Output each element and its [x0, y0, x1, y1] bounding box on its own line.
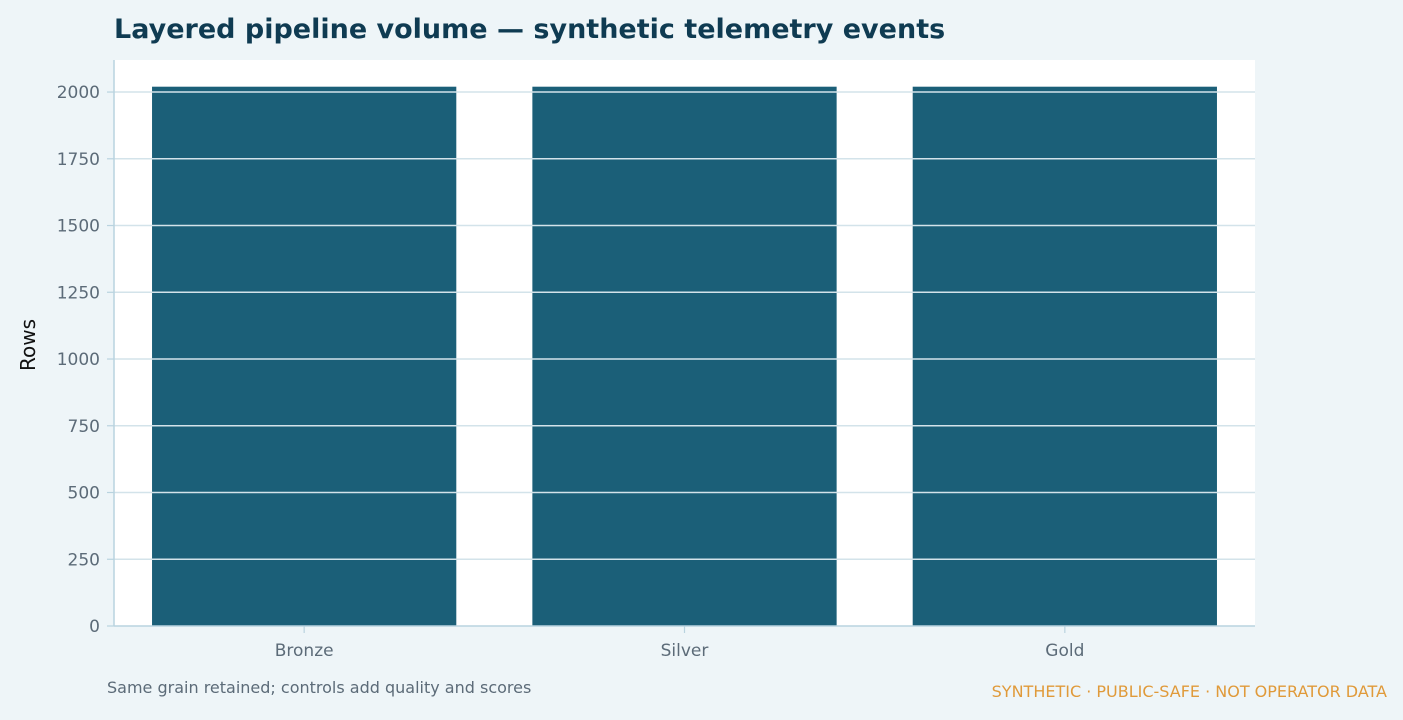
bar-silver [532, 86, 837, 626]
grid-layer [114, 91, 1255, 561]
x-ticks: Bronze Silver Gold [275, 626, 1084, 661]
bar-gold [912, 86, 1217, 626]
y-ticks: 0 250 500 750 1000 1250 1500 1750 2000 [57, 83, 114, 637]
y-tick-label: 250 [68, 550, 100, 570]
footnote: Same grain retained; controls add qualit… [107, 678, 531, 697]
y-axis-label: Rows [16, 319, 40, 371]
y-tick-label: 1250 [57, 283, 100, 303]
y-tick-label: 1500 [57, 217, 100, 237]
y-tick-label: 750 [68, 417, 100, 437]
y-tick-label: 2000 [57, 83, 100, 103]
y-tick-label: 1750 [57, 150, 100, 170]
chart-title: Layered pipeline volume — synthetic tele… [114, 14, 945, 45]
bar-bronze [152, 86, 457, 626]
x-tick-label: Bronze [275, 641, 334, 661]
x-tick-label: Gold [1045, 641, 1084, 661]
y-tick-label: 1000 [57, 350, 100, 370]
bars-layer [152, 86, 1217, 626]
y-tick-label: 0 [89, 617, 100, 637]
x-tick-label: Silver [661, 641, 709, 661]
y-tick-label: 500 [68, 484, 100, 504]
watermark: SYNTHETIC · PUBLIC-SAFE · NOT OPERATOR D… [992, 682, 1387, 701]
